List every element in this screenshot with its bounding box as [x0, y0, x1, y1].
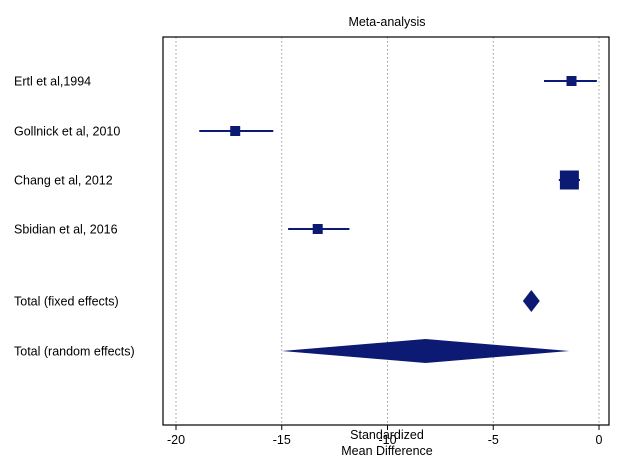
data-marks	[199, 76, 597, 363]
grid-lines	[175, 37, 600, 425]
study-label: Chang et al, 2012	[14, 174, 113, 188]
x-axis-ticks: -20 -15 -10 -5 0	[167, 425, 603, 447]
total-label: Total (random effects)	[14, 345, 135, 359]
row-labels: Ertl et al,1994 Gollnick et al, 2010 Chang…	[14, 75, 135, 359]
tick-label: -20	[167, 433, 185, 447]
study-estimate-marker	[230, 126, 241, 136]
study-estimate-marker	[559, 170, 579, 190]
total-label: Total (fixed effects)	[14, 295, 119, 309]
pooled-estimate-diamond	[281, 339, 570, 363]
x-axis-label-line1: Standardized	[350, 428, 424, 442]
tick-label: 0	[596, 433, 603, 447]
plot-frame	[162, 36, 610, 426]
tick-label: -10	[378, 433, 396, 447]
study-label: Gollnick et al, 2010	[14, 125, 120, 139]
study-label: Ertl et al,1994	[14, 75, 91, 89]
study-estimate-marker	[566, 76, 577, 86]
chart-title: Meta-analysis	[348, 15, 425, 29]
tick-label: -15	[273, 433, 291, 447]
study-label: Sbidian et al, 2016	[14, 223, 118, 237]
study-estimate-marker	[312, 224, 323, 234]
tick-label: -5	[488, 433, 499, 447]
pooled-estimate-diamond	[522, 290, 540, 312]
x-axis-label-line2: Mean Difference	[341, 444, 433, 458]
